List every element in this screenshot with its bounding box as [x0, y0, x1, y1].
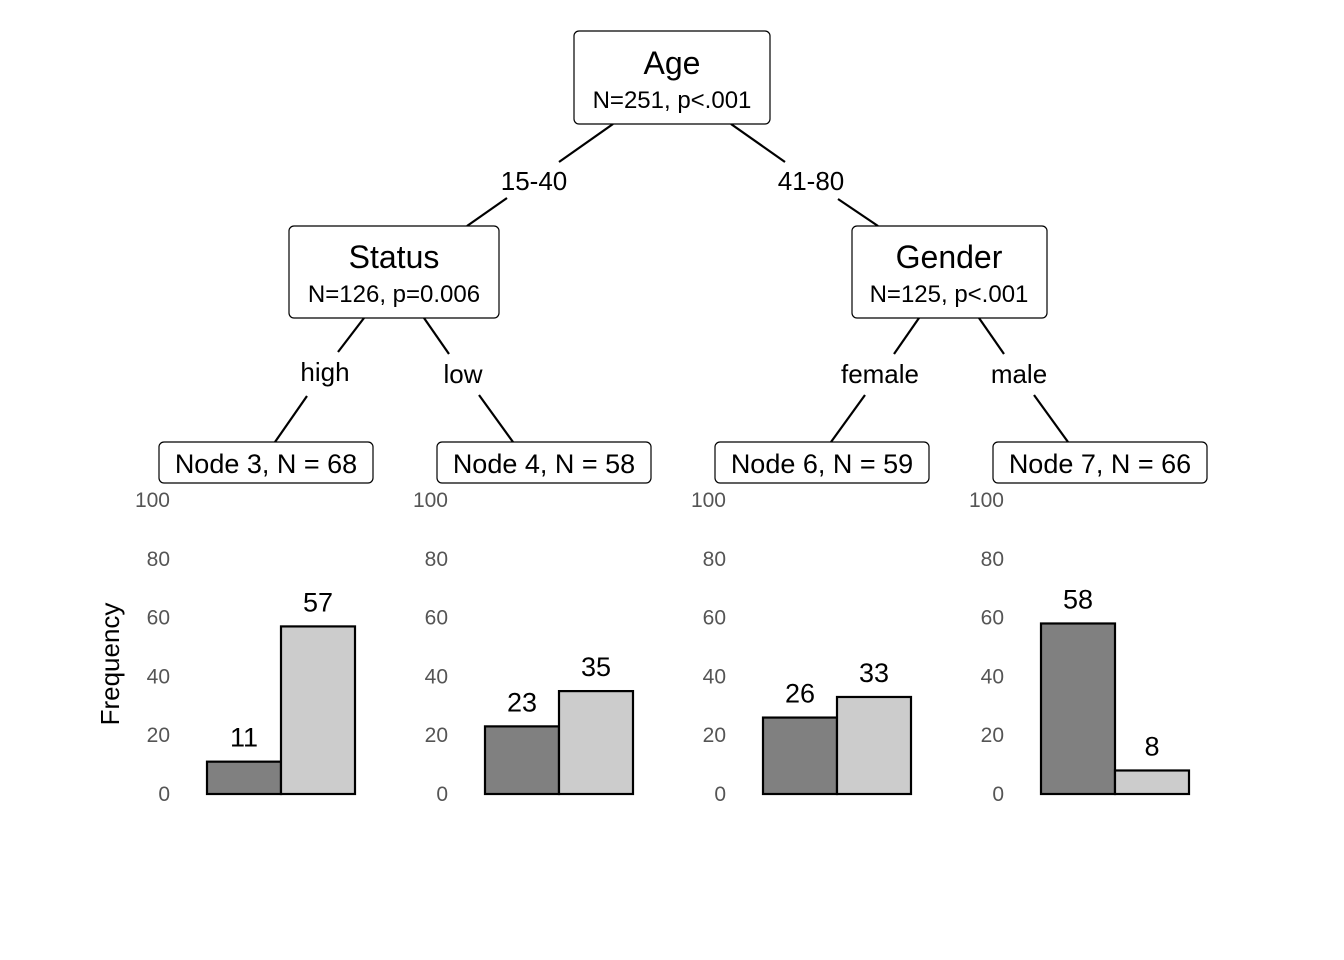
node-status-stats: N=126, p=0.006 [308, 281, 480, 308]
bar [1039, 622, 1117, 796]
edge-label-15-40: 15-40 [501, 166, 568, 196]
y-tick-label: 80 [703, 548, 726, 571]
edge-label-41-80: 41-80 [778, 166, 845, 196]
bar [279, 625, 357, 796]
y-tick-label: 0 [436, 783, 448, 806]
y-tick-label: 0 [158, 783, 170, 806]
edge-gender-male-lower [1033, 394, 1069, 443]
node-root-box [573, 30, 771, 125]
y-tick-label: 80 [147, 548, 170, 571]
edge-root-right-upper [730, 123, 786, 163]
leaf-node-7-box [992, 441, 1208, 484]
leaf-node-4-box [436, 441, 652, 484]
bar-value-label: 11 [230, 723, 258, 753]
y-tick-label: 40 [425, 665, 448, 688]
leaf-node-3-label: Node 3, N = 68 [175, 449, 357, 479]
edge-gender-male-upper [978, 317, 1005, 355]
node-gender: Gender N=125, p<.001 [851, 225, 1048, 319]
y-tick-label: 100 [969, 489, 1004, 512]
node-gender-box [851, 225, 1048, 319]
node-status-box [288, 225, 500, 319]
bar-panel-1: 0 20 40 60 80 100 11 57 [135, 489, 357, 806]
leaf-node-3: Node 3, N = 68 [158, 441, 374, 484]
y-tick-label: 40 [147, 665, 170, 688]
tree-edges [274, 123, 1069, 443]
node-gender-title: Gender [896, 239, 1003, 275]
y-tick-label: 100 [691, 489, 726, 512]
node-status: Status N=126, p=0.006 [288, 225, 500, 319]
edge-status-low-upper [423, 317, 450, 355]
edge-label-male: male [991, 359, 1047, 389]
y-tick-label: 20 [147, 724, 170, 747]
node-root-stats: N=251, p<.001 [593, 87, 752, 114]
edge-status-low-lower [478, 394, 514, 443]
node-root-title: Age [644, 45, 701, 81]
leaf-node-6-label: Node 6, N = 59 [731, 449, 913, 479]
y-tick-label: 0 [992, 783, 1004, 806]
bar [205, 760, 283, 796]
y-tick-label: 60 [147, 607, 170, 630]
edge-status-high-lower [274, 395, 308, 443]
bar [761, 716, 839, 796]
bar-panel-2: 0 20 40 60 80 100 23 35 [413, 489, 635, 806]
y-tick-label: 40 [703, 665, 726, 688]
bar-value-label: 35 [581, 652, 611, 682]
edge-root-left-lower [466, 197, 508, 227]
edge-label-female: female [841, 359, 919, 389]
y-tick-label: 100 [413, 489, 448, 512]
node-root-age: Age N=251, p<.001 [573, 30, 771, 125]
edge-gender-female-upper [893, 317, 920, 355]
y-tick-label: 40 [981, 665, 1004, 688]
bar-value-label: 8 [1144, 731, 1159, 761]
bar-value-label: 33 [859, 658, 889, 688]
y-tick-label: 20 [703, 724, 726, 747]
bar-chart-panels: 0204060801001157020406080100233502040608… [135, 489, 1191, 806]
y-tick-label: 60 [425, 607, 448, 630]
bar [835, 695, 913, 796]
bar-value-label: 23 [507, 687, 537, 717]
leaf-node-3-box [158, 441, 374, 484]
y-tick-label: 60 [703, 607, 726, 630]
leaf-node-7: Node 7, N = 66 [992, 441, 1208, 484]
leaf-node-4: Node 4, N = 58 [436, 441, 652, 484]
edge-gender-female-lower [830, 394, 866, 443]
edge-label-low: low [443, 359, 482, 389]
y-tick-label: 60 [981, 607, 1004, 630]
leaf-node-4-label: Node 4, N = 58 [453, 449, 635, 479]
leaf-node-7-label: Node 7, N = 66 [1009, 449, 1191, 479]
leaf-node-6: Node 6, N = 59 [714, 441, 930, 484]
y-axis-label: Frequency [95, 603, 125, 726]
bar [1113, 769, 1191, 796]
bar-panel-3: 0 20 40 60 80 100 26 33 [691, 489, 913, 806]
bar [557, 689, 635, 796]
bar [483, 725, 561, 796]
edge-root-left-upper [558, 123, 614, 163]
edge-status-high-upper [337, 317, 365, 353]
y-tick-label: 20 [981, 724, 1004, 747]
node-gender-stats: N=125, p<.001 [870, 281, 1029, 308]
y-tick-label: 20 [425, 724, 448, 747]
bar-panel-4: 0 20 40 60 80 100 58 8 [969, 489, 1191, 806]
edge-label-high: high [300, 357, 349, 387]
node-status-title: Status [349, 239, 440, 275]
bar-value-label: 58 [1063, 584, 1093, 614]
y-tick-label: 80 [981, 548, 1004, 571]
bar-value-label: 57 [303, 587, 333, 617]
y-tick-label: 100 [135, 489, 170, 512]
y-tick-label: 80 [425, 548, 448, 571]
y-tick-label: 0 [714, 783, 726, 806]
leaf-node-6-box [714, 441, 930, 484]
bar-value-label: 26 [785, 679, 815, 709]
edge-root-right-lower [837, 198, 879, 227]
